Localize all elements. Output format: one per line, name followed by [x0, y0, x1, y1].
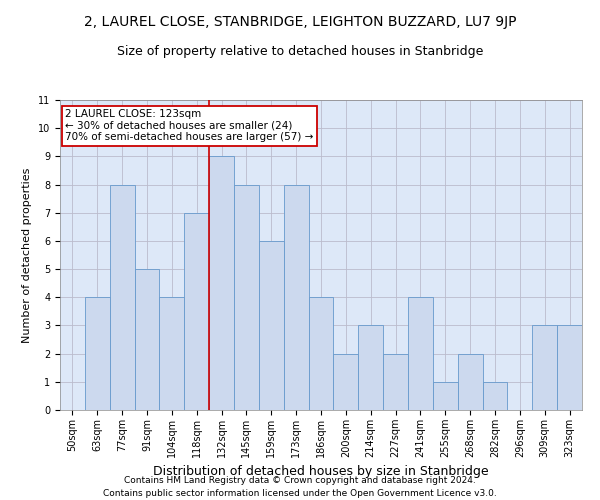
Text: Size of property relative to detached houses in Stanbridge: Size of property relative to detached ho…: [117, 45, 483, 58]
Bar: [532, 326, 557, 410]
Bar: [134, 269, 160, 410]
Bar: [482, 382, 508, 410]
Bar: [110, 184, 134, 410]
Bar: [358, 326, 383, 410]
Text: Contains public sector information licensed under the Open Government Licence v3: Contains public sector information licen…: [103, 488, 497, 498]
Bar: [209, 156, 234, 410]
Bar: [160, 298, 184, 410]
Bar: [259, 241, 284, 410]
Bar: [284, 184, 308, 410]
Bar: [557, 326, 582, 410]
Bar: [234, 184, 259, 410]
Bar: [383, 354, 408, 410]
Text: Contains HM Land Registry data © Crown copyright and database right 2024.: Contains HM Land Registry data © Crown c…: [124, 476, 476, 485]
Bar: [408, 298, 433, 410]
Text: 2 LAUREL CLOSE: 123sqm
← 30% of detached houses are smaller (24)
70% of semi-det: 2 LAUREL CLOSE: 123sqm ← 30% of detached…: [65, 110, 314, 142]
Y-axis label: Number of detached properties: Number of detached properties: [22, 168, 32, 342]
Bar: [334, 354, 358, 410]
Bar: [433, 382, 458, 410]
X-axis label: Distribution of detached houses by size in Stanbridge: Distribution of detached houses by size …: [153, 466, 489, 478]
Bar: [458, 354, 482, 410]
Bar: [184, 212, 209, 410]
Bar: [308, 298, 334, 410]
Bar: [85, 298, 110, 410]
Text: 2, LAUREL CLOSE, STANBRIDGE, LEIGHTON BUZZARD, LU7 9JP: 2, LAUREL CLOSE, STANBRIDGE, LEIGHTON BU…: [84, 15, 516, 29]
